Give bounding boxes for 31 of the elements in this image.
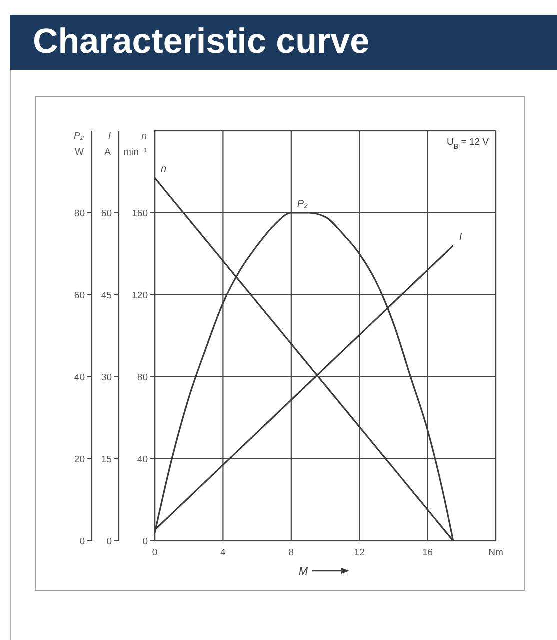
figure-frame: U$_{B}$ = 12 V M n min⁻¹ I A P₂ W 0 4 8 12 16 Nm 0 40 80 120 160 0 15 30 45 60 0 20 40 60 80 n P₂ I <box>35 96 525 591</box>
y-tick-label: 160 <box>132 208 148 220</box>
x-tick-label: 16 <box>422 548 434 559</box>
y3-axis-title: P₂ W <box>74 131 84 158</box>
x-tick-label: Nm <box>488 548 504 559</box>
x-tick-label: 4 <box>220 548 226 559</box>
y-tick-label: 80 <box>137 372 148 384</box>
y-tick-label: 40 <box>137 454 148 466</box>
y2-tick-label: 0 <box>106 536 112 548</box>
y3-tick-label: 20 <box>74 454 85 466</box>
y2-tick-label: 15 <box>101 454 112 466</box>
x-tick-label: 0 <box>152 548 158 559</box>
chart-title: Characteristic curve <box>33 21 370 63</box>
y2-tick-label: 60 <box>101 208 112 220</box>
x-tick-label: 8 <box>288 548 294 559</box>
y3-tick-label: 80 <box>74 208 85 220</box>
y2-tick-label: 45 <box>101 290 112 302</box>
series-label: P₂ <box>297 199 308 210</box>
y2-axis-title: I A <box>104 131 112 158</box>
y3-tick-label: 60 <box>74 290 85 302</box>
x-tick-label: 12 <box>354 548 365 559</box>
y-axis-title: n min⁻¹ <box>124 131 147 158</box>
annotation: U$_{B}$ = 12 V <box>447 137 490 151</box>
y3-tick-label: 40 <box>74 372 85 384</box>
y2-tick-label: 30 <box>101 372 112 384</box>
series-label: I <box>459 232 462 243</box>
x-axis-title: M <box>298 566 309 578</box>
series-label: n <box>161 164 167 176</box>
y-tick-label: 0 <box>142 536 148 548</box>
y-tick-label: 120 <box>132 290 148 302</box>
y3-tick-label: 0 <box>80 536 85 548</box>
